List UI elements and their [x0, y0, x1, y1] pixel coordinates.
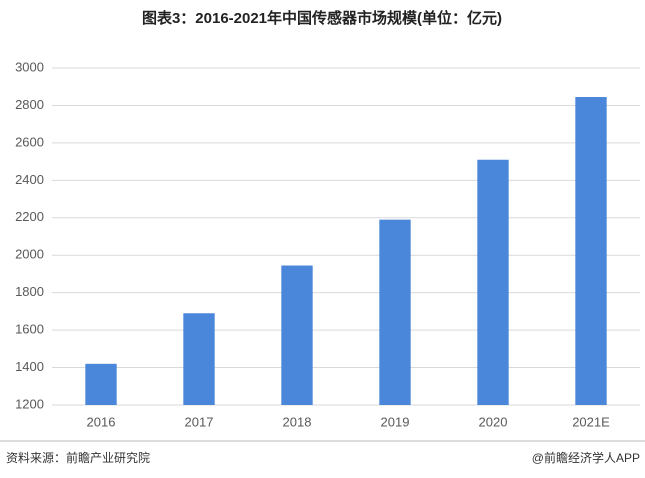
bar: [477, 159, 509, 405]
y-tick-label: 1200: [15, 396, 44, 411]
y-tick-label: 2200: [15, 209, 44, 224]
y-tick-label: 2800: [15, 97, 44, 112]
y-tick-label: 1400: [15, 359, 44, 374]
bar: [183, 313, 215, 405]
x-tick-label: 2021E: [572, 414, 610, 429]
y-tick-label: 1800: [15, 284, 44, 299]
credit: @前瞻经济学人APP: [532, 450, 640, 465]
x-tick-label: 2017: [185, 414, 214, 429]
x-tick-label: 2016: [87, 414, 116, 429]
source: 资料来源：前瞻产业研究院: [6, 450, 150, 465]
y-tick-label: 2600: [15, 134, 44, 149]
y-tick-label: 2400: [15, 172, 44, 187]
bar: [575, 97, 607, 406]
bar: [281, 265, 313, 405]
y-tick-label: 3000: [15, 59, 44, 74]
y-tick-label: 1600: [15, 322, 44, 337]
x-tick-label: 2019: [381, 414, 410, 429]
bar: [379, 219, 411, 405]
chart-title: 图表3：2016-2021年中国传感器市场规模(单位：亿元): [142, 9, 502, 27]
x-tick-label: 2018: [283, 414, 312, 429]
y-tick-label: 2000: [15, 247, 44, 262]
x-tick-label: 2020: [479, 414, 508, 429]
bar: [85, 363, 117, 405]
